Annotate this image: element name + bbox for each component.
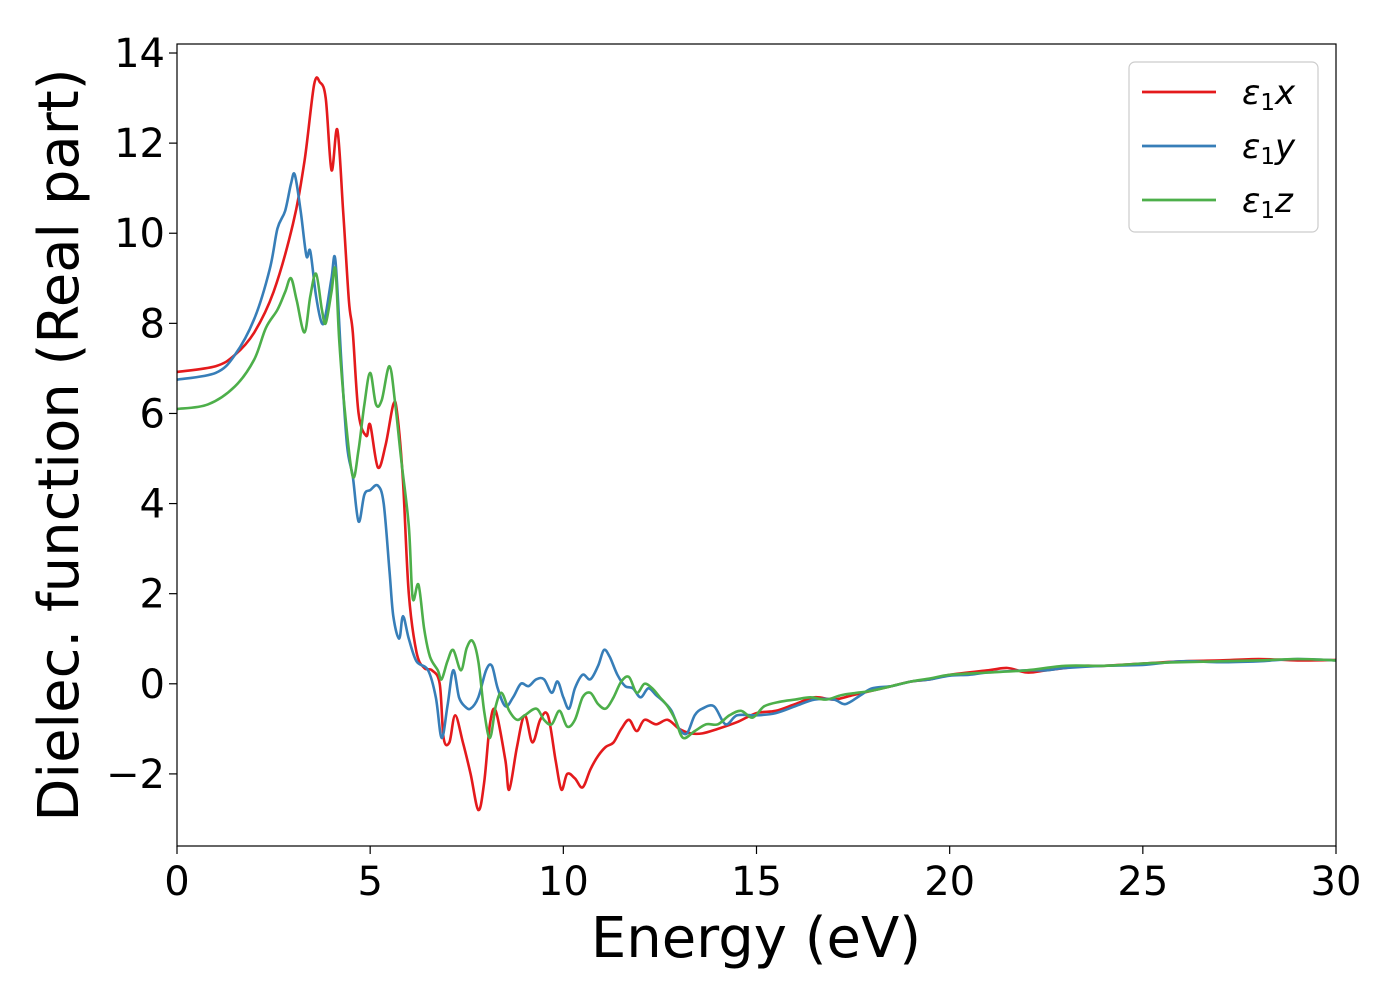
y-tick-label: −2 bbox=[106, 752, 165, 798]
y-tick-label: 10 bbox=[114, 211, 165, 257]
x-tick-label: 15 bbox=[731, 859, 782, 905]
y-tick-label: 6 bbox=[140, 391, 165, 437]
y-tick-label: 2 bbox=[140, 572, 165, 618]
y-tick-label: 12 bbox=[114, 121, 165, 167]
series-layer bbox=[176, 76, 1337, 812]
x-tick-label: 20 bbox=[924, 859, 975, 905]
y-tick-label: 8 bbox=[140, 301, 165, 347]
x-tick-label: 5 bbox=[357, 859, 382, 905]
x-axis: 0 5 10 15 20 25 30 bbox=[164, 846, 1361, 905]
legend-box bbox=[1128, 61, 1319, 233]
legend: ε1x ε1y ε1z bbox=[1128, 61, 1319, 233]
y-tick-label: 14 bbox=[114, 31, 165, 77]
y-tick-label: 0 bbox=[140, 662, 165, 708]
y-axis: −2 0 2 4 6 8 10 12 14 bbox=[106, 31, 177, 798]
x-tick-label: 0 bbox=[164, 859, 189, 905]
legend-label-x: ε1x bbox=[1242, 73, 1296, 116]
x-tick-label: 25 bbox=[1117, 859, 1168, 905]
y-axis-label: Dielec. function (Real part) bbox=[27, 68, 92, 821]
y-tick-label: 4 bbox=[140, 482, 165, 528]
x-tick-label: 10 bbox=[538, 859, 589, 905]
legend-label-y: ε1y bbox=[1242, 127, 1296, 170]
series-line-z bbox=[176, 266, 1337, 740]
x-axis-label: Energy (eV) bbox=[591, 906, 921, 971]
x-tick-label: 30 bbox=[1311, 859, 1362, 905]
legend-label-z: ε1z bbox=[1242, 181, 1294, 224]
